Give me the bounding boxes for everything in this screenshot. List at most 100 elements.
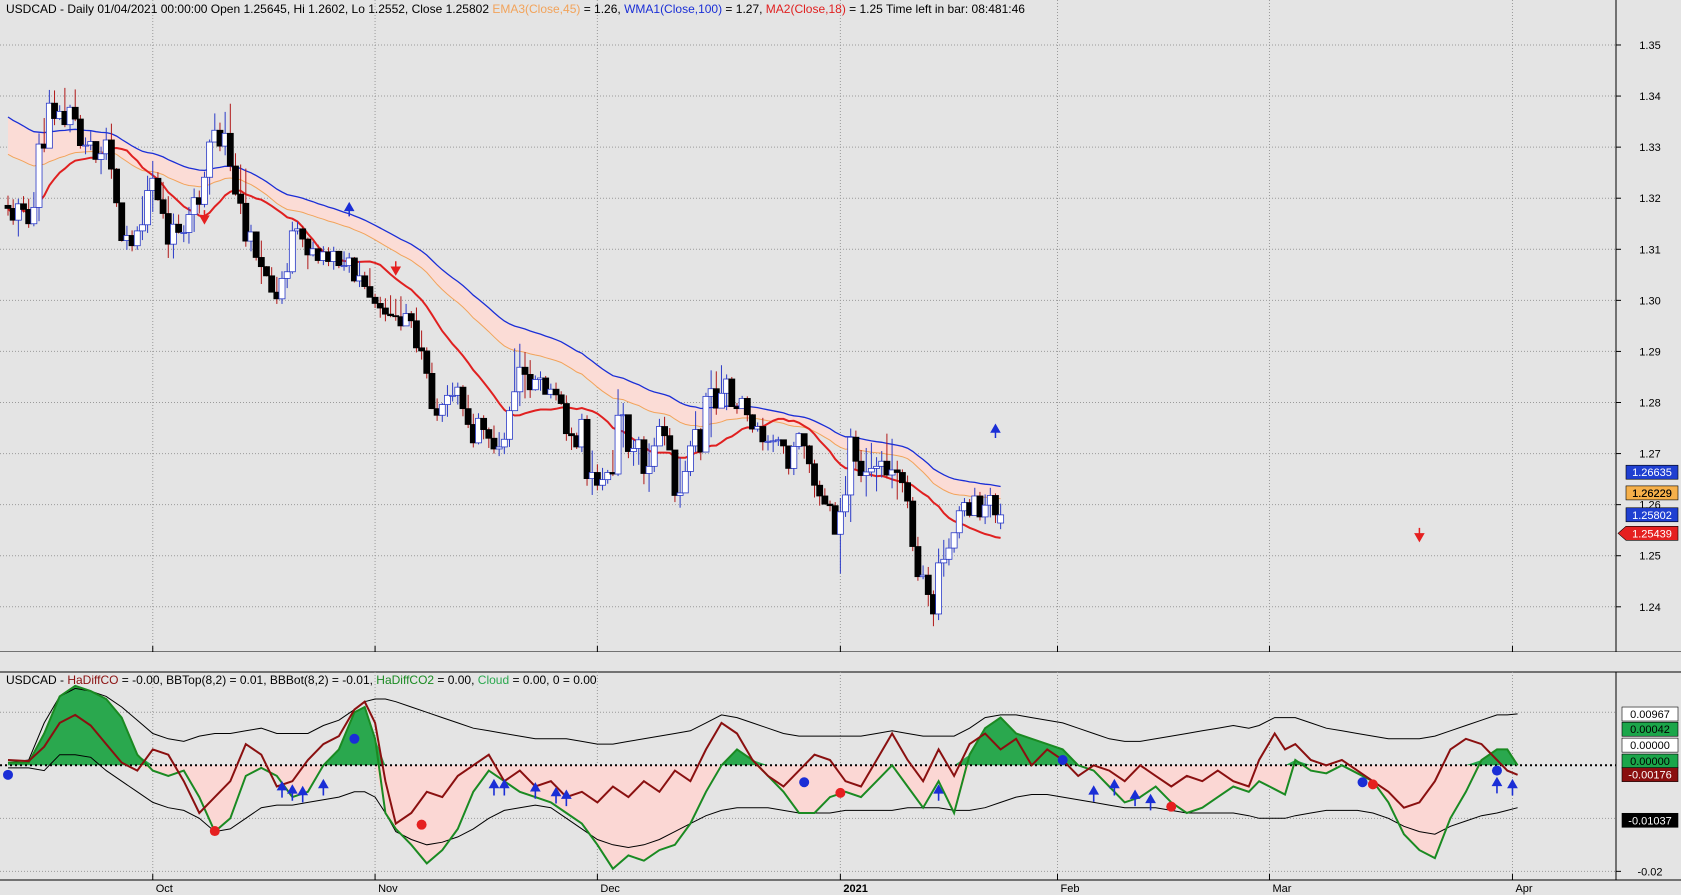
candle-body <box>92 141 100 160</box>
indicator-value-tag <box>1621 812 1679 828</box>
candle-body <box>45 102 53 149</box>
indicator-signal-dot <box>1491 765 1502 776</box>
candle-body <box>552 388 560 396</box>
price-value-tag-text: 1.26229 <box>1632 488 1672 500</box>
candle-body <box>30 206 38 225</box>
indicator-signal-arrow <box>1129 789 1141 807</box>
indicator-value-tag-text: 0.00967 <box>1630 709 1670 721</box>
candle-body <box>769 440 777 443</box>
ma-line <box>7 146 1001 539</box>
price-ytick-label: 1.32 <box>1639 193 1660 205</box>
candle-body <box>206 141 214 178</box>
price-ytick-label: 1.24 <box>1639 602 1660 614</box>
candle-body <box>118 202 126 241</box>
indicator-header-cloud-label: Cloud <box>478 673 509 687</box>
candle-body <box>190 197 198 215</box>
candle-body <box>666 435 674 451</box>
candle-body <box>35 143 43 208</box>
indicator-signal-arrow <box>1145 793 1156 811</box>
candle-body <box>278 277 286 300</box>
candle-body <box>687 445 694 472</box>
indicator-pane[interactable]: -0.02 Oct Nov Dec 2021 Feb Mar Apr 0.009670.00… <box>0 672 1681 895</box>
candle-body <box>604 472 612 481</box>
indicator-signal-dot <box>349 733 360 744</box>
candle-body <box>821 495 829 505</box>
price-signal-arrow <box>990 423 1001 439</box>
candle-body <box>475 417 482 444</box>
price-header-ema-label: EMA3(Close,45) <box>492 2 580 16</box>
indicator-xtick-label: Feb <box>1061 883 1080 895</box>
indicator-value-tag <box>1621 721 1679 737</box>
candle-body <box>438 404 446 416</box>
candle-body <box>133 230 141 247</box>
candle-body <box>444 394 451 405</box>
candle-body <box>625 414 632 452</box>
indicator-header-prefix: USDCAD - <box>6 673 67 687</box>
candle-body <box>413 320 420 349</box>
candle-body <box>263 266 270 277</box>
candle-body <box>909 500 917 547</box>
candle-body <box>335 250 343 267</box>
candle-body <box>645 465 653 474</box>
candle-body <box>361 275 369 287</box>
indicator-signal-dot <box>209 826 220 837</box>
candle-body <box>749 414 756 430</box>
indicator-value-tag <box>1621 737 1679 753</box>
price-ytick-label: 1.35 <box>1639 40 1660 52</box>
candle-body <box>288 230 296 273</box>
candle-body <box>867 467 875 473</box>
candle-body <box>242 202 250 242</box>
price-ytick-label: 1.27 <box>1639 449 1660 461</box>
candle-body <box>283 271 291 279</box>
candle-body <box>366 286 374 298</box>
candle-body <box>76 118 84 146</box>
candle-body <box>842 494 849 513</box>
indicator-signal-arrow <box>297 785 309 803</box>
candle-body <box>428 372 436 410</box>
candle-body <box>568 433 575 437</box>
price-value-tag <box>1625 464 1679 480</box>
candle-body <box>676 492 684 496</box>
pane-separator[interactable] <box>0 652 1681 672</box>
candle-body <box>382 307 389 315</box>
price-value-tag <box>1625 507 1679 523</box>
candle-body <box>82 144 89 147</box>
candle-body <box>159 199 167 214</box>
candle-body <box>480 417 488 430</box>
candle-body <box>702 395 710 453</box>
candle-body <box>562 403 570 435</box>
candle-body <box>97 153 105 160</box>
price-header-ma-value: = 1.25 Time left in bar: 08:481:46 <box>846 2 1025 16</box>
candle-body <box>790 446 798 469</box>
indicator-signal-dot <box>3 769 13 780</box>
price-signal-arrow <box>199 210 210 225</box>
candle-body <box>304 238 312 256</box>
candle-body <box>924 574 932 595</box>
indicator-header-hd2-value: = 0.00, <box>434 673 478 687</box>
candle-body <box>371 296 379 304</box>
price-pane[interactable]: 1.241.251.261.271.281.291.301.311.321.33… <box>0 0 1681 668</box>
indicator-signal-arrow <box>550 786 562 804</box>
bbbot-line <box>8 754 1518 849</box>
candle-body <box>459 386 467 410</box>
candle-body <box>873 465 880 469</box>
indicator-cloud-positive <box>8 685 1518 766</box>
candle-body <box>743 398 751 416</box>
candle-body <box>113 168 120 204</box>
price-value-tag-text: 1.25802 <box>1632 510 1672 522</box>
candle-body <box>614 414 622 475</box>
indicator-xaxis-ticks: Oct Nov Dec 2021 Feb Mar Apr <box>152 874 1533 895</box>
indicator-signal-arrow <box>933 784 944 801</box>
candle-body <box>340 265 348 268</box>
price-ytick-label: 1.33 <box>1639 142 1660 154</box>
candle-body <box>718 392 725 409</box>
candle-body <box>175 223 183 233</box>
price-signal-arrows <box>199 201 1425 543</box>
candle-body <box>728 378 736 407</box>
candle-body <box>899 472 906 484</box>
candle-body <box>800 433 808 447</box>
candle-body <box>387 313 394 317</box>
candle-body <box>4 204 12 209</box>
